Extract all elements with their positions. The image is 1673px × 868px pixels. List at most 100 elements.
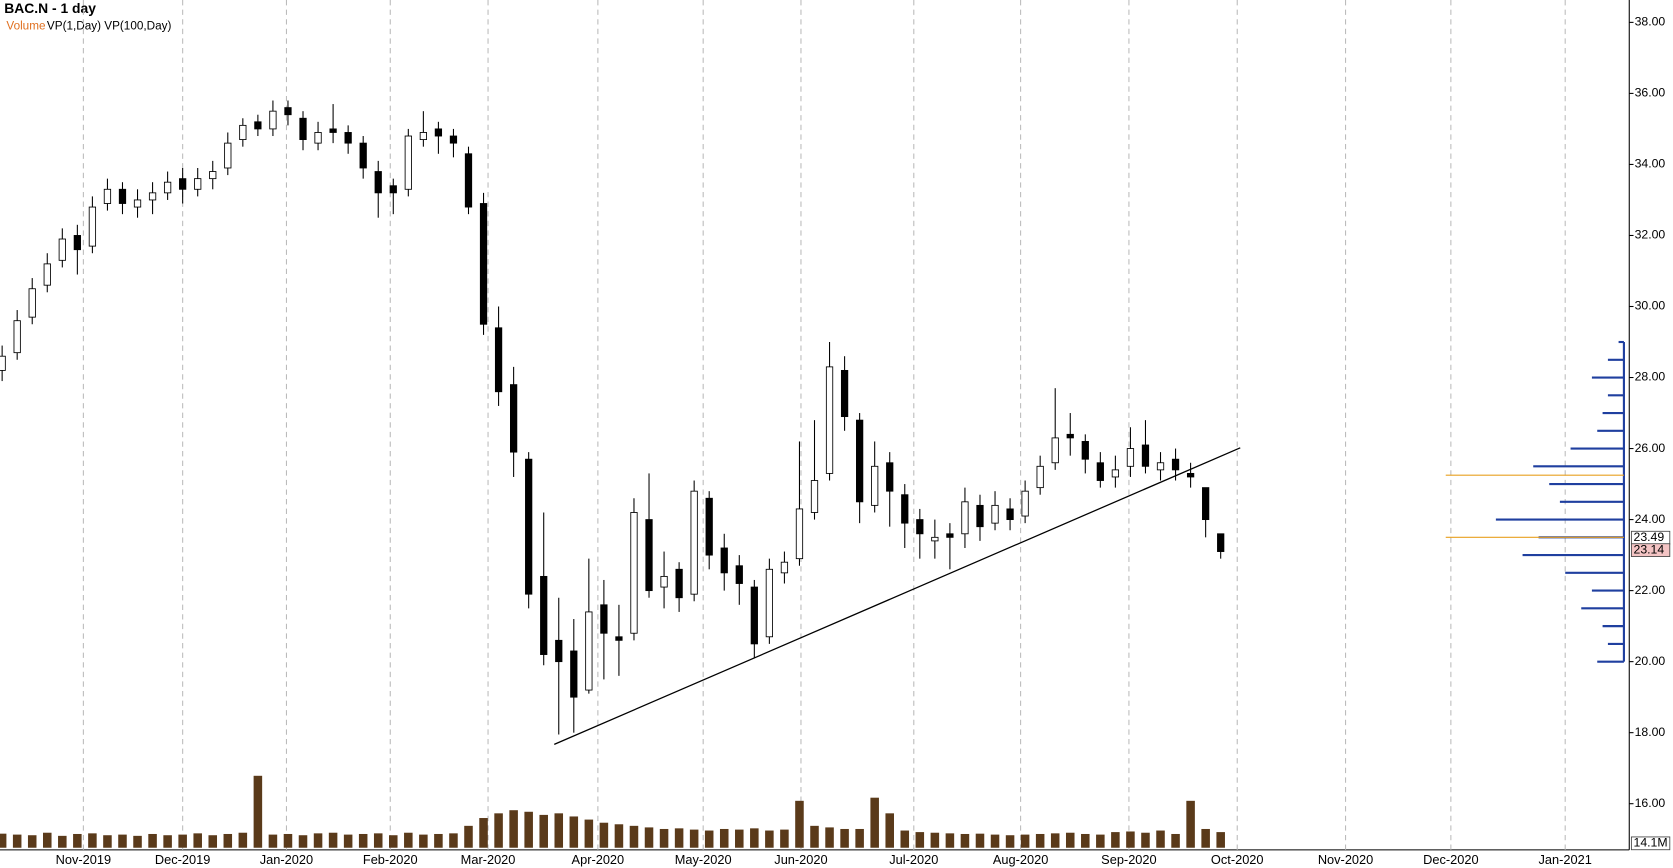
candle-body <box>1141 444 1150 467</box>
candle-body <box>239 124 247 140</box>
volume-bar <box>1141 832 1150 848</box>
candle-body <box>449 135 458 144</box>
volume-bar <box>1156 830 1165 848</box>
chart-title: BAC.N - 1 day <box>4 0 96 16</box>
volume-bar <box>419 834 428 848</box>
candle-body <box>374 171 382 194</box>
volume-bar <box>12 834 22 848</box>
candle-body <box>1202 487 1210 521</box>
candle-body <box>0 355 6 371</box>
candle-body <box>344 132 352 144</box>
candle-body <box>404 135 412 190</box>
candle-body <box>735 565 743 584</box>
x-tick-label: Jun-2020 <box>774 852 827 867</box>
candle-body <box>856 419 864 503</box>
candle-body <box>1081 441 1089 460</box>
candle-body <box>1171 458 1180 471</box>
volume-bar <box>27 835 37 848</box>
candle-body <box>479 203 488 325</box>
candle-body <box>1217 533 1225 552</box>
candle-body <box>1111 469 1120 478</box>
candle-body <box>946 533 954 538</box>
candle-body <box>1156 462 1165 471</box>
candle-body <box>133 199 142 208</box>
candle-body <box>1126 448 1135 467</box>
price-marker-label: 23.14 <box>1634 542 1665 556</box>
volume-bar <box>840 828 849 848</box>
volume-bar <box>118 834 127 848</box>
volume-bar <box>855 828 864 848</box>
candle-body <box>555 639 563 663</box>
volume-bar <box>554 813 564 848</box>
volume-bar <box>1126 831 1135 848</box>
x-tick-label: Oct-2020 <box>1211 852 1264 867</box>
volume-bar <box>163 835 172 848</box>
volume-bar <box>103 835 112 848</box>
candle-body <box>58 238 66 261</box>
candle-body <box>209 171 217 180</box>
y-tick-label: 16.00 <box>1635 796 1666 810</box>
volume-bar <box>614 824 624 848</box>
x-tick-label: Nov-2019 <box>56 852 111 867</box>
volume-bar <box>449 833 458 848</box>
volume-bar <box>509 810 518 848</box>
candle-body <box>434 128 443 137</box>
volume-bar <box>479 818 488 848</box>
candle-body <box>179 178 187 190</box>
candle-body <box>840 369 849 418</box>
y-tick-label: 30.00 <box>1635 299 1666 313</box>
candle-body <box>825 366 834 474</box>
volume-bar <box>1065 832 1075 848</box>
volume-bar <box>810 825 819 848</box>
candle-body <box>329 128 337 133</box>
x-tick-label: Aug-2020 <box>993 852 1048 867</box>
candle-body <box>720 547 728 574</box>
candle-body <box>224 142 232 169</box>
x-tick-label: Feb-2020 <box>363 852 418 867</box>
candle-body <box>795 508 804 560</box>
volume-bar <box>990 834 1000 848</box>
volume-bar <box>750 828 759 848</box>
legend-profiles: VP(1,Day) VP(100,Day) <box>47 20 172 33</box>
y-tick-label: 28.00 <box>1635 370 1666 384</box>
x-tick-label: Apr-2020 <box>572 852 625 867</box>
y-tick-label: 36.00 <box>1635 86 1666 100</box>
volume-bar <box>659 828 669 848</box>
volume-bar <box>148 833 157 848</box>
x-tick-label: Sep-2020 <box>1101 852 1156 867</box>
volume-bar <box>88 833 97 848</box>
volume-bar <box>223 833 233 848</box>
x-tick-label: Nov-2020 <box>1318 852 1373 867</box>
candle-body <box>810 480 819 513</box>
candle-body <box>118 188 127 204</box>
candle-body <box>1186 472 1195 478</box>
volume-bar <box>825 827 834 848</box>
volume-bar <box>434 833 443 848</box>
volume-bar <box>328 832 338 848</box>
candle-body <box>931 536 939 542</box>
candle-body <box>1021 490 1029 517</box>
candle-body <box>570 650 578 698</box>
volume-bar <box>253 775 263 848</box>
volume-bar <box>524 811 533 848</box>
volume-bar <box>464 825 473 848</box>
volume-bar <box>238 832 248 848</box>
volume-bar <box>870 797 879 848</box>
candle-body <box>961 501 969 535</box>
volume-bar <box>1186 800 1195 848</box>
volume-bar <box>178 834 187 848</box>
candle-body <box>148 192 157 201</box>
volume-bar <box>494 813 503 848</box>
candle-body <box>600 604 608 634</box>
candle-body <box>359 142 367 169</box>
volume-bar <box>1035 833 1045 848</box>
candle-body <box>916 519 924 535</box>
volume-bar <box>885 813 894 848</box>
volume-bar <box>268 834 278 848</box>
volume-bar <box>1096 834 1105 848</box>
volume-bar <box>42 832 52 848</box>
volume-bar <box>704 830 714 848</box>
volume-bar <box>0 833 7 848</box>
